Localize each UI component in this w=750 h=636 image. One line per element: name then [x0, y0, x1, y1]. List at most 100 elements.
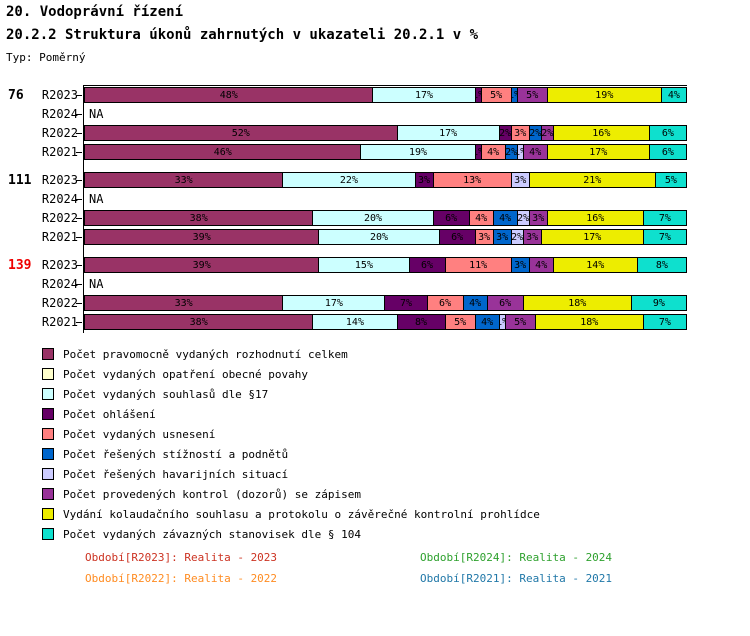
period-label: R2024 [41, 107, 78, 121]
bar-segment-label: 33% [174, 174, 193, 186]
bar-segment-label: 3% [514, 127, 527, 139]
bar-segment: 1% [517, 145, 524, 159]
period-label: R2022 [41, 126, 78, 140]
bar-segment-label: 21% [583, 174, 602, 186]
legend-label: Počet vydaných opatření obecné povahy [63, 367, 309, 381]
stacked-bar-chart: 76 R2023 48% 17% 1% 5% 1% 5% 19% 4% R2024 NA R2022 52… [0, 85, 687, 333]
period-label: R2023 [41, 258, 78, 272]
bar-segment-label: 14% [345, 316, 364, 328]
bar-segment: 17% [541, 230, 644, 244]
legend-item: Počet vydaných závazných stanovisek dle … [42, 524, 540, 544]
bar-segment-label: 7% [658, 316, 671, 328]
bar-segment: 2% [517, 211, 530, 225]
bar-segment: 7% [643, 211, 686, 225]
legend-swatch [42, 348, 54, 360]
bar-segment-label: 3% [478, 231, 491, 243]
na-label: NA [89, 107, 104, 121]
bar-segment: 1% [511, 88, 518, 102]
bar-segment: 22% [283, 173, 416, 187]
footer-period-label: Období[R2023]: Realita - 2023 [85, 551, 278, 564]
legend-label: Počet vydaných závazných stanovisek dle … [63, 527, 362, 541]
bar-segment: 6% [409, 258, 446, 272]
bar-segment: 4% [469, 211, 494, 225]
bar-segment-label: 5% [514, 316, 527, 328]
chart-group: 139 R2023 39% 15% 6% 11% 3% 4% 14% 8% R2024 NA R2022… [0, 257, 687, 330]
stacked-bar: 33% 22% 3% 13% 3% 21% 5% [84, 172, 687, 188]
stacked-bar: 52% 17% 2% 3% 2% 2% 16% 6% [84, 125, 687, 141]
bar-segment-label: 2% [541, 127, 554, 139]
bar-segment-label: 17% [324, 297, 343, 309]
bar-segment: 6% [433, 211, 470, 225]
bar-segment: 11% [445, 258, 512, 272]
bar-segment-label: 4% [475, 212, 488, 224]
legend-label: Počet vydaných usnesení [63, 427, 216, 441]
bar-segment-label: 7% [399, 297, 413, 309]
bar-segment: 38% [85, 315, 314, 329]
legend-swatch [42, 488, 54, 500]
chart-group: 111 R2023 33% 22% 3% 13% 3% 21% 5% R2024 NA R2022 38… [0, 172, 687, 245]
bar-segment: 16% [553, 126, 650, 140]
legend-label: Počet ohlášení [63, 407, 156, 421]
bar-segment: 14% [313, 315, 398, 329]
bar-segment-label: 38% [189, 212, 208, 224]
bar-segment-label: 5% [664, 174, 677, 186]
bar-segment-label: 38% [189, 316, 208, 328]
bar-segment-label: 2% [529, 127, 542, 139]
bar-segment: 20% [313, 211, 434, 225]
bar-segment-label: 22% [339, 174, 358, 186]
bar-segment-label: 3% [532, 212, 545, 224]
legend-label: Počet vydaných souhlasů dle §17 [63, 387, 269, 401]
legend-label: Počet řešených havarijních situací [63, 467, 289, 481]
bar-segment: 6% [487, 296, 524, 310]
bar-segment-label: 3% [496, 231, 509, 243]
bar-area: 38% 20% 6% 4% 4% 2% 3% 16% 7% [76, 210, 687, 226]
bar-segment: 39% [85, 230, 320, 244]
bar-segment: 1% [475, 88, 482, 102]
bar-segment-label: 3% [526, 231, 539, 243]
bar-segment-label: 8% [655, 259, 668, 271]
bar-segment: 39% [85, 258, 320, 272]
legend-swatch [42, 448, 54, 460]
bar-segment-label: 15% [354, 259, 373, 271]
bar-area: NA [76, 106, 687, 122]
bar-segment-label: 1% [476, 90, 481, 101]
bar-segment-label: 4% [667, 89, 680, 101]
bar-segment: 17% [283, 296, 386, 310]
bar-segment-label: 17% [415, 89, 434, 101]
footer-period-label: Období[R2021]: Realita - 2021 [420, 572, 613, 585]
bar-segment-label: 6% [451, 231, 464, 243]
bar-segment-label: 3% [418, 174, 431, 186]
bar-segment: 17% [547, 145, 650, 159]
bar-segment: 13% [433, 173, 512, 187]
bar-segment: 17% [373, 88, 476, 102]
bar-segment-label: 39% [192, 231, 211, 243]
bar-segment-label: 52% [231, 127, 250, 139]
bar-segment-label: 39% [192, 259, 211, 271]
bar-segment: 8% [397, 315, 446, 329]
legend-label: Počet provedených kontrol (dozorů) se zá… [63, 487, 362, 501]
bar-segment: 5% [655, 173, 686, 187]
legend-item: Počet ohlášení [42, 404, 540, 424]
bar-segment-label: 6% [661, 127, 674, 139]
period-label: R2024 [41, 192, 78, 206]
period-label: R2022 [41, 211, 78, 225]
bar-segment: 3% [415, 173, 434, 187]
bar-segment: 7% [643, 315, 686, 329]
bar-segment-label: 4% [487, 146, 500, 158]
bar-segment: 19% [547, 88, 662, 102]
bar-segment-label: 4% [535, 259, 548, 271]
bar-segment-label: 5% [490, 89, 503, 101]
bar-segment-label: 18% [568, 297, 587, 309]
bar-segment-label: 1% [476, 147, 481, 158]
chart-row: R2022 33% 17% 7% 6% 4% 6% 18% 9% [0, 295, 687, 311]
bar-segment-label: 48% [219, 89, 238, 101]
bar-segment: 2% [511, 230, 524, 244]
legend-item: Počet pravomocně vydaných rozhodnutí cel… [42, 344, 540, 364]
bar-segment-label: 17% [583, 231, 602, 243]
bar-segment: 4% [523, 145, 548, 159]
bar-segment: 4% [463, 296, 488, 310]
bar-segment-label: 7% [658, 231, 671, 243]
stacked-bar: 33% 17% 7% 6% 4% 6% 18% 9% [84, 295, 687, 311]
bar-segment: 14% [553, 258, 638, 272]
bar-segment-label: 3% [514, 174, 527, 186]
